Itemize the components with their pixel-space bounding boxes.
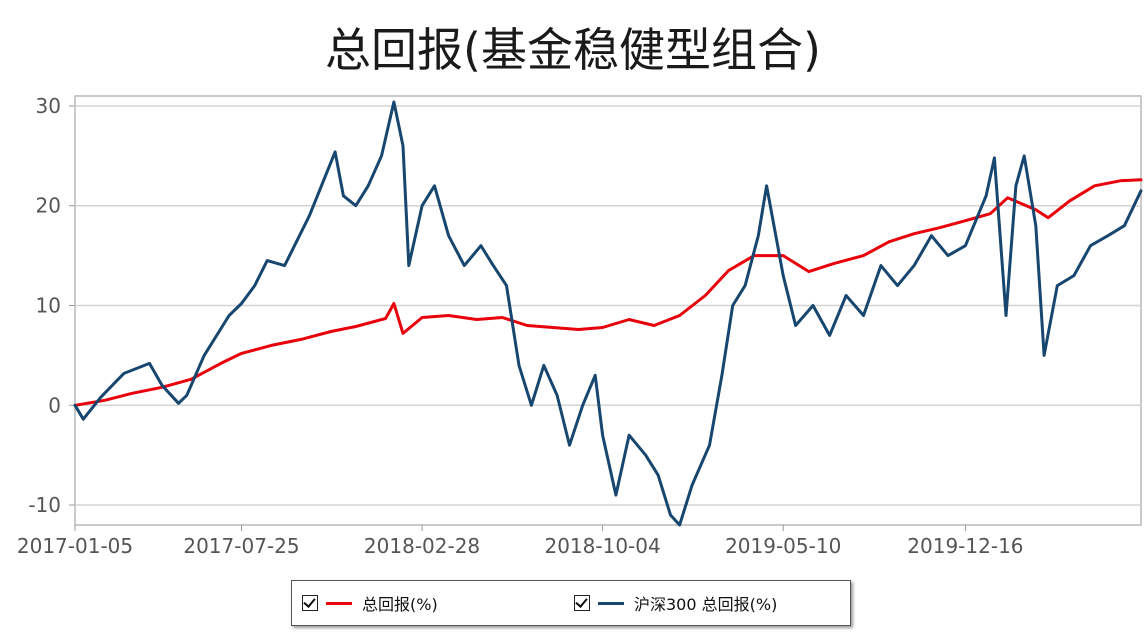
- x-tick-label: 2019-12-16: [907, 534, 1023, 558]
- y-tick-label: 30: [36, 94, 61, 118]
- x-tick-label: 2018-10-04: [544, 534, 660, 558]
- legend-item-fund[interactable]: 总回报(%): [302, 591, 438, 615]
- checkbox-icon[interactable]: [574, 595, 590, 611]
- legend-label-fund: 总回报(%): [362, 595, 438, 614]
- checkbox-icon[interactable]: [302, 595, 318, 611]
- x-tick-label: 2019-05-10: [725, 534, 841, 558]
- y-tick-label: 20: [36, 194, 61, 218]
- legend-item-csi300[interactable]: 沪深300 总回报(%): [574, 591, 777, 615]
- chart-legend: 总回报(%) 沪深300 总回报(%): [291, 580, 851, 626]
- legend-swatch-fund: [326, 601, 352, 605]
- y-tick-label: -10: [28, 493, 61, 517]
- series-line-fund: [73, 178, 1143, 407]
- x-tick-label: 2018-02-28: [364, 534, 480, 558]
- legend-swatch-csi300: [598, 601, 624, 605]
- legend-label-csi300: 沪深300 总回报(%): [634, 595, 778, 614]
- y-tick-label: 10: [36, 294, 61, 318]
- x-tick-label: 2017-07-25: [183, 534, 299, 558]
- chart-title: 总回报(基金稳健型组合): [325, 23, 821, 77]
- x-tick-label: 2017-01-05: [17, 534, 133, 558]
- plot-area: [74, 95, 1142, 526]
- series-line-csi300: [73, 100, 1143, 527]
- y-tick-label: 0: [48, 393, 61, 417]
